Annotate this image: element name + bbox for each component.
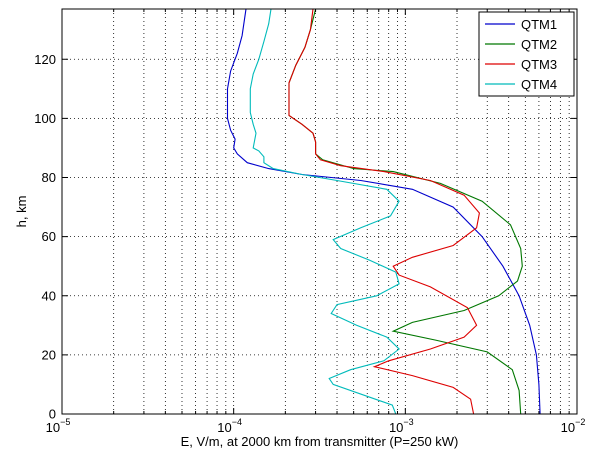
x-tick-label: 10−5 <box>46 417 71 435</box>
legend-label: QTM2 <box>521 37 557 52</box>
y-tick-label: 40 <box>42 288 56 303</box>
legend-label: QTM3 <box>521 57 557 72</box>
y-tick-label: 80 <box>42 170 56 185</box>
y-axis-label: h, km <box>14 196 29 228</box>
legend-box <box>478 11 575 97</box>
y-tick-label: 60 <box>42 229 56 244</box>
series-line-qtm1 <box>226 8 541 415</box>
x-tick-label-base: 10 <box>561 420 575 435</box>
x-tick-label-base: 10 <box>389 420 403 435</box>
series-line-qtm4 <box>249 8 400 415</box>
x-tick-label: 10−2 <box>561 417 586 435</box>
plot-frame <box>61 8 578 415</box>
y-tick-label: 0 <box>49 407 56 422</box>
legend-label: QTM4 <box>521 77 557 92</box>
x-tick-label-exponent: −3 <box>403 417 413 427</box>
x-tick-label: 10−3 <box>389 417 414 435</box>
x-tick-label-exponent: −4 <box>232 417 242 427</box>
x-tick-label: 10−4 <box>217 417 242 435</box>
x-axis-tick-labels: 10−5 10−4 10−3 10−2 <box>46 417 586 435</box>
plot-area <box>226 8 541 415</box>
legend-label: QTM1 <box>521 17 557 32</box>
x-tick-label-exponent: −2 <box>575 417 585 427</box>
series-line-qtm3 <box>288 8 480 415</box>
legend: QTM1 QTM2 QTM3 QTM4 <box>478 11 575 97</box>
x-tick-label-base: 10 <box>217 420 231 435</box>
y-tick-label: 120 <box>34 52 56 67</box>
x-axis-label: E, V/m, at 2000 km from transmitter (P=2… <box>181 434 459 449</box>
y-tick-label: 100 <box>34 111 56 126</box>
y-tick-label: 20 <box>42 347 56 362</box>
x-tick-label-exponent: −5 <box>60 417 70 427</box>
y-axis-tick-labels: 0 20 40 60 80 100 120 <box>34 52 56 422</box>
x-tick-label-base: 10 <box>46 420 60 435</box>
